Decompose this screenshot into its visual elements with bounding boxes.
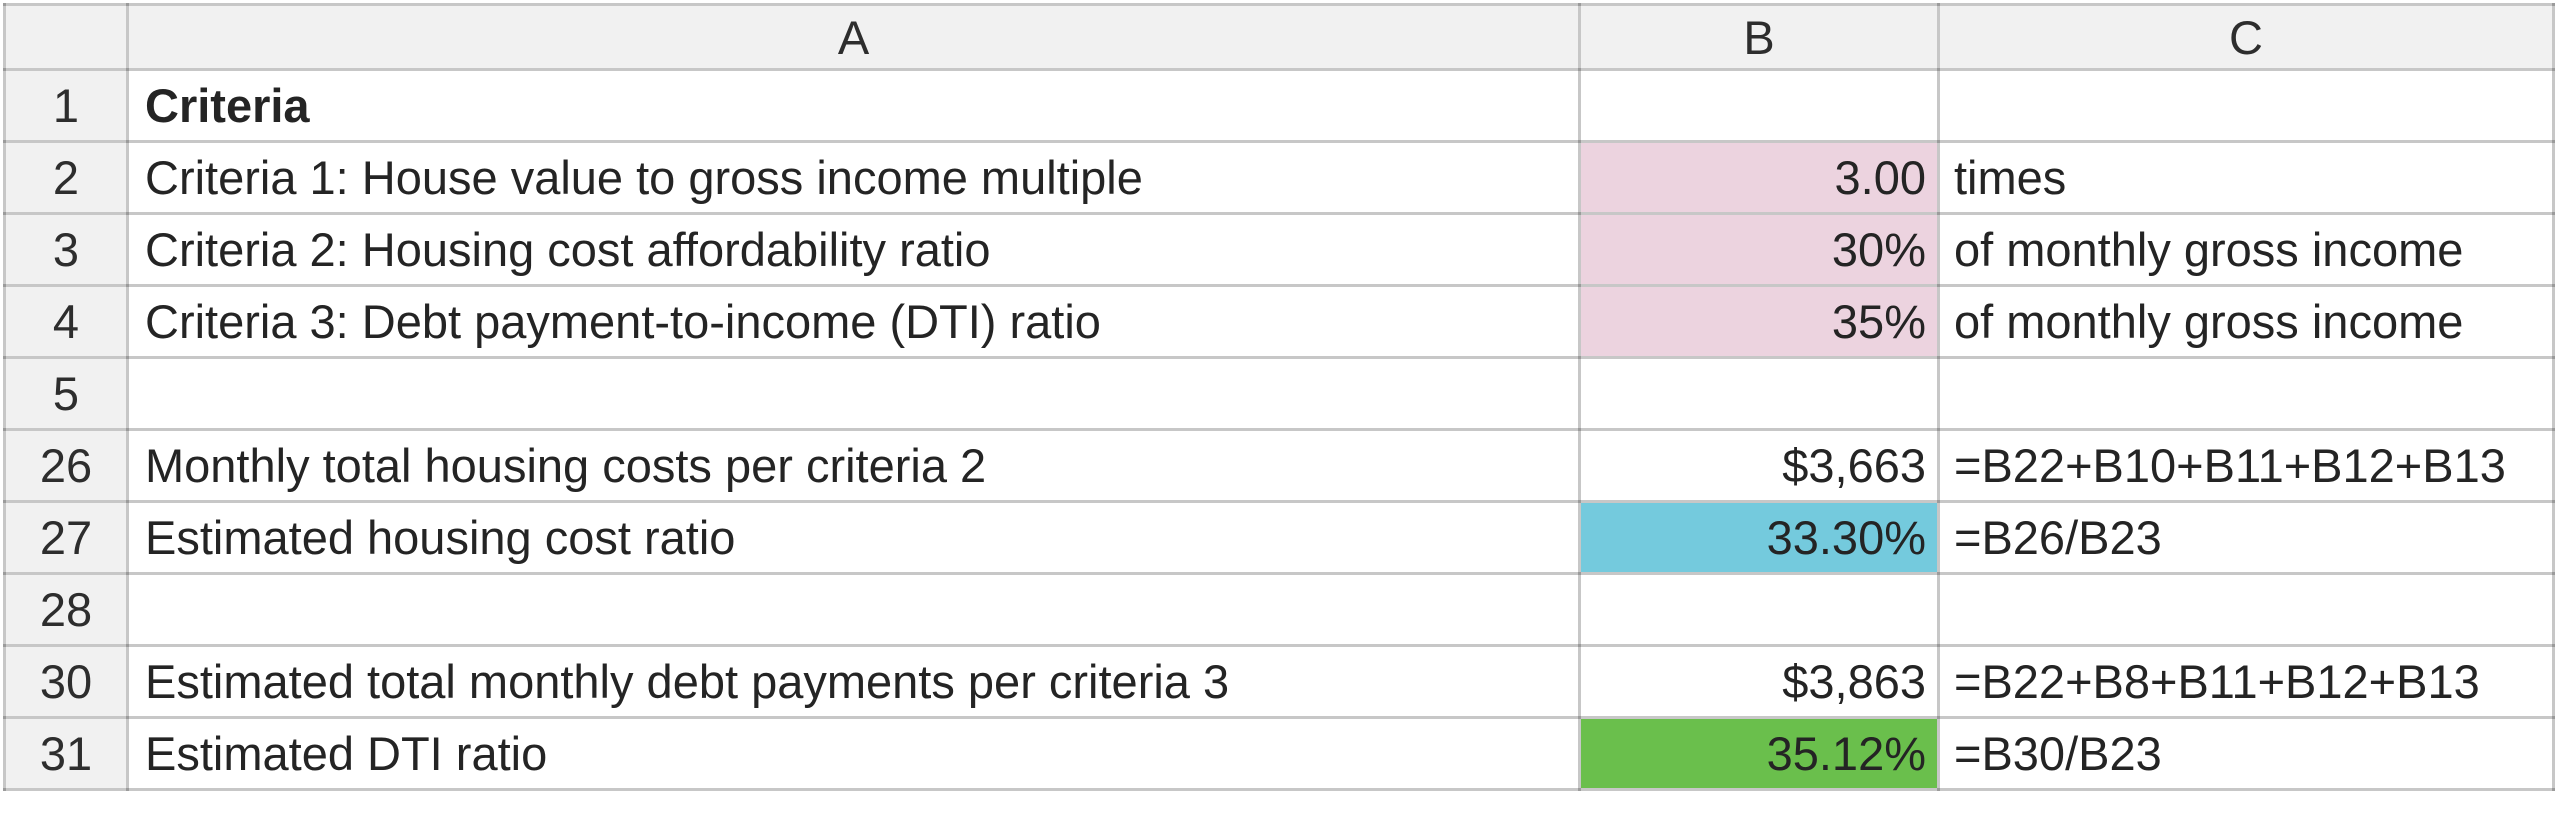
sheet-row-1: 1 Criteria — [3, 68, 2555, 143]
column-header-row: A B C — [3, 3, 2555, 71]
row-header-28[interactable]: 28 — [3, 572, 129, 647]
sheet-row-27: 27 Estimated housing cost ratio 33.30% =… — [3, 500, 2555, 575]
cell-C4[interactable]: of monthly gross income — [1937, 284, 2555, 359]
row-header-27[interactable]: 27 — [3, 500, 129, 575]
sheet-row-3: 3 Criteria 2: Housing cost affordability… — [3, 212, 2555, 287]
row-header-3[interactable]: 3 — [3, 212, 129, 287]
cell-B26[interactable]: $3,663 — [1578, 428, 1940, 503]
cell-B5[interactable] — [1578, 356, 1940, 431]
cell-A31[interactable]: Estimated DTI ratio — [126, 716, 1581, 791]
column-header-b[interactable]: B — [1578, 3, 1940, 71]
row-header-30[interactable]: 30 — [3, 644, 129, 719]
cell-C2[interactable]: times — [1937, 140, 2555, 215]
spreadsheet-grid: A B C 1 Criteria 2 Criteria 1: House val… — [3, 3, 2555, 791]
cell-C26[interactable]: =B22+B10+B11+B12+B13 — [1937, 428, 2555, 503]
row-header-5[interactable]: 5 — [3, 356, 129, 431]
sheet-row-26: 26 Monthly total housing costs per crite… — [3, 428, 2555, 503]
cell-B2[interactable]: 3.00 — [1578, 140, 1940, 215]
sheet-row-5: 5 — [3, 356, 2555, 431]
sheet-row-2: 2 Criteria 1: House value to gross incom… — [3, 140, 2555, 215]
cell-A3[interactable]: Criteria 2: Housing cost affordability r… — [126, 212, 1581, 287]
cell-C28[interactable] — [1937, 572, 2555, 647]
cell-C27[interactable]: =B26/B23 — [1937, 500, 2555, 575]
row-header-4[interactable]: 4 — [3, 284, 129, 359]
cell-B28[interactable] — [1578, 572, 1940, 647]
cell-A5[interactable] — [126, 356, 1581, 431]
cell-B31[interactable]: 35.12% — [1578, 716, 1940, 791]
row-header-26[interactable]: 26 — [3, 428, 129, 503]
cell-A2[interactable]: Criteria 1: House value to gross income … — [126, 140, 1581, 215]
cell-B4[interactable]: 35% — [1578, 284, 1940, 359]
row-header-31[interactable]: 31 — [3, 716, 129, 791]
cell-C3[interactable]: of monthly gross income — [1937, 212, 2555, 287]
cell-C31[interactable]: =B30/B23 — [1937, 716, 2555, 791]
sheet-row-30: 30 Estimated total monthly debt payments… — [3, 644, 2555, 719]
cell-A30[interactable]: Estimated total monthly debt payments pe… — [126, 644, 1581, 719]
row-header-1[interactable]: 1 — [3, 68, 129, 143]
column-header-a[interactable]: A — [126, 3, 1581, 71]
select-all-corner[interactable] — [3, 3, 129, 71]
cell-A27[interactable]: Estimated housing cost ratio — [126, 500, 1581, 575]
cell-B27[interactable]: 33.30% — [1578, 500, 1940, 575]
cell-B3[interactable]: 30% — [1578, 212, 1940, 287]
cell-A1[interactable]: Criteria — [126, 68, 1581, 143]
cell-C5[interactable] — [1937, 356, 2555, 431]
cell-A26[interactable]: Monthly total housing costs per criteria… — [126, 428, 1581, 503]
cell-A4[interactable]: Criteria 3: Debt payment-to-income (DTI)… — [126, 284, 1581, 359]
cell-B1[interactable] — [1578, 68, 1940, 143]
cell-A28[interactable] — [126, 572, 1581, 647]
column-header-c[interactable]: C — [1937, 3, 2555, 71]
sheet-row-4: 4 Criteria 3: Debt payment-to-income (DT… — [3, 284, 2555, 359]
cell-C1[interactable] — [1937, 68, 2555, 143]
sheet-row-28: 28 — [3, 572, 2555, 647]
cell-B30[interactable]: $3,863 — [1578, 644, 1940, 719]
row-header-2[interactable]: 2 — [3, 140, 129, 215]
sheet-row-31: 31 Estimated DTI ratio 35.12% =B30/B23 — [3, 716, 2555, 791]
cell-C30[interactable]: =B22+B8+B11+B12+B13 — [1937, 644, 2555, 719]
